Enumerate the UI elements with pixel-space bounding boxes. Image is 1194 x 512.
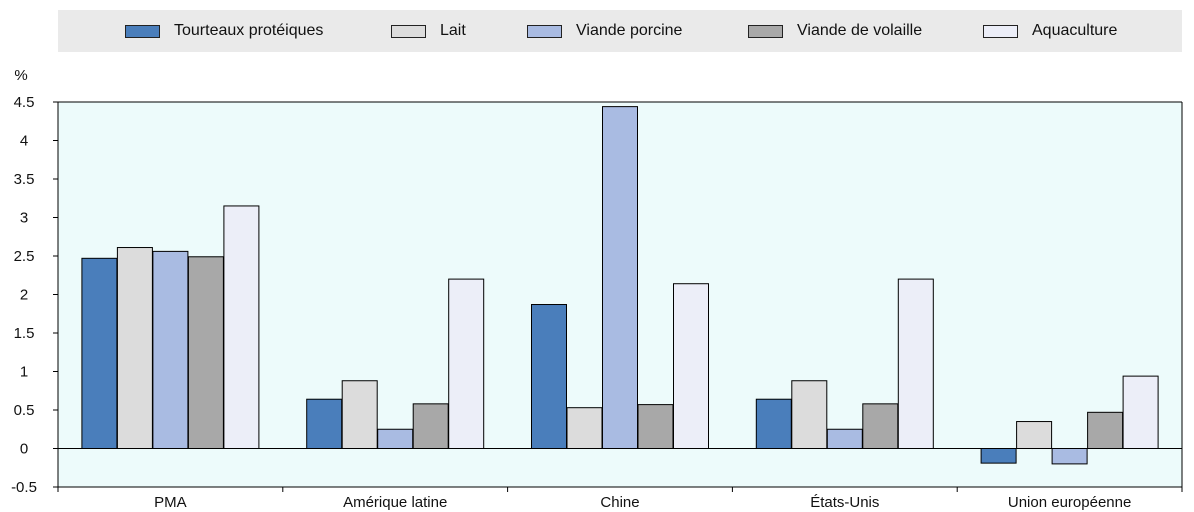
y-tick-label: 0 bbox=[20, 441, 28, 458]
bar-aquaculture-pma bbox=[223, 205, 260, 449]
chart-legend: Tourteaux protéiques Lait Viande porcine… bbox=[58, 10, 1182, 52]
bar-viande-porcine-pma bbox=[152, 250, 189, 449]
legend-swatch-viande-de-volaille bbox=[748, 24, 783, 38]
legend-label-viande-de-volaille: Viande de volaille bbox=[797, 22, 923, 39]
legend-item-tourteaux-proteiques: Tourteaux protéiques bbox=[125, 10, 323, 52]
y-tick-label: -0.5 bbox=[11, 479, 37, 496]
legend-swatch-tourteaux-proteiques bbox=[125, 24, 160, 38]
legend-swatch-viande-porcine bbox=[527, 24, 562, 38]
bar-lait-amerique-latine bbox=[341, 380, 378, 449]
bar-viande-de-volaille-chine bbox=[637, 404, 674, 449]
y-tick-label: 1.5 bbox=[14, 325, 35, 342]
bar-aquaculture-etats-unis bbox=[897, 278, 934, 449]
bar-lait-chine bbox=[566, 407, 603, 450]
y-tick-label: 3.5 bbox=[14, 171, 35, 188]
bar-viande-de-volaille-etats-unis bbox=[862, 403, 899, 449]
bar-viande-porcine-chine bbox=[602, 106, 638, 450]
bar-aquaculture-union-europeenne bbox=[1122, 375, 1159, 449]
y-tick-label: 4 bbox=[20, 133, 28, 150]
bar-tourteaux-proteiques-etats-unis bbox=[755, 398, 792, 449]
bar-viande-de-volaille-pma bbox=[187, 256, 224, 449]
bar-tourteaux-proteiques-pma bbox=[81, 257, 118, 449]
bar-viande-porcine-amerique-latine bbox=[377, 428, 414, 449]
legend-label-lait: Lait bbox=[440, 22, 466, 39]
bar-aquaculture-amerique-latine bbox=[448, 278, 485, 449]
bar-viande-porcine-union-europeenne bbox=[1051, 448, 1088, 465]
y-axis-unit-label: % bbox=[14, 67, 27, 84]
legend-label-aquaculture: Aquaculture bbox=[1032, 22, 1118, 39]
legend-item-lait: Lait bbox=[391, 10, 466, 52]
bar-tourteaux-proteiques-union-europeenne bbox=[980, 448, 1017, 464]
bar-viande-porcine-etats-unis bbox=[826, 428, 863, 449]
y-tick-label: 2 bbox=[20, 287, 28, 304]
bar-tourteaux-proteiques-amerique-latine bbox=[306, 398, 343, 449]
x-tick-label: Chine bbox=[600, 494, 639, 511]
y-tick-label: 2.5 bbox=[14, 248, 35, 265]
bar-viande-de-volaille-amerique-latine bbox=[412, 403, 449, 449]
y-tick-label: 4.5 bbox=[14, 94, 35, 111]
y-tick-label: 0.5 bbox=[14, 402, 35, 419]
y-tick-label: 1 bbox=[20, 364, 28, 381]
bar-aquaculture-chine bbox=[673, 283, 709, 449]
bar-lait-etats-unis bbox=[791, 380, 828, 449]
y-tick-label: 3 bbox=[20, 210, 28, 227]
x-tick-label: États-Unis bbox=[810, 494, 879, 511]
bar-tourteaux-proteiques-chine bbox=[531, 304, 567, 450]
legend-label-tourteaux-proteiques: Tourteaux protéiques bbox=[174, 22, 324, 39]
legend-item-aquaculture: Aquaculture bbox=[983, 10, 1117, 52]
x-tick-label: Union européenne bbox=[1008, 494, 1131, 511]
legend-label-viande-porcine: Viande porcine bbox=[576, 22, 683, 39]
legend-swatch-lait bbox=[391, 24, 426, 38]
legend-swatch-aquaculture bbox=[983, 24, 1018, 38]
x-tick-label: Amérique latine bbox=[343, 494, 447, 511]
bar-lait-pma bbox=[116, 247, 153, 449]
x-tick-label: PMA bbox=[154, 494, 187, 511]
legend-item-viande-de-volaille: Viande de volaille bbox=[748, 10, 922, 52]
bar-viande-de-volaille-union-europeenne bbox=[1087, 411, 1124, 449]
legend-item-viande-porcine: Viande porcine bbox=[527, 10, 682, 52]
bar-lait-union-europeenne bbox=[1016, 421, 1053, 449]
